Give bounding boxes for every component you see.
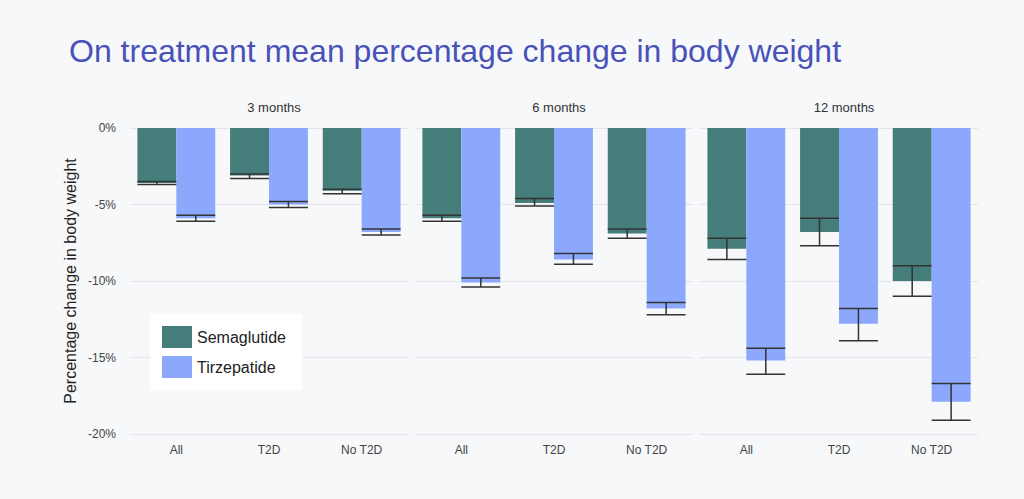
svg-text:All: All [455,443,468,457]
svg-text:0%: 0% [99,121,117,135]
svg-text:All: All [740,443,753,457]
svg-text:3 months: 3 months [247,100,301,115]
svg-text:12 months: 12 months [814,100,875,115]
svg-text:-10%: -10% [88,274,116,288]
svg-text:T2D: T2D [828,443,851,457]
svg-text:No T2D: No T2D [911,443,952,457]
svg-text:T2D: T2D [543,443,566,457]
svg-text:-20%: -20% [88,427,116,441]
svg-text:6 months: 6 months [532,100,586,115]
svg-text:On treatment mean percentage c: On treatment mean percentage change in b… [69,33,841,69]
svg-text:No T2D: No T2D [341,443,382,457]
svg-text:Semaglutide: Semaglutide [197,329,286,346]
svg-text:Percentage change in body weig: Percentage change in body weight [62,158,79,404]
svg-text:-15%: -15% [88,351,116,365]
svg-text:T2D: T2D [258,443,281,457]
svg-text:No T2D: No T2D [626,443,667,457]
svg-text:All: All [170,443,183,457]
svg-text:Tirzepatide: Tirzepatide [197,359,276,376]
svg-text:-5%: -5% [95,198,117,212]
